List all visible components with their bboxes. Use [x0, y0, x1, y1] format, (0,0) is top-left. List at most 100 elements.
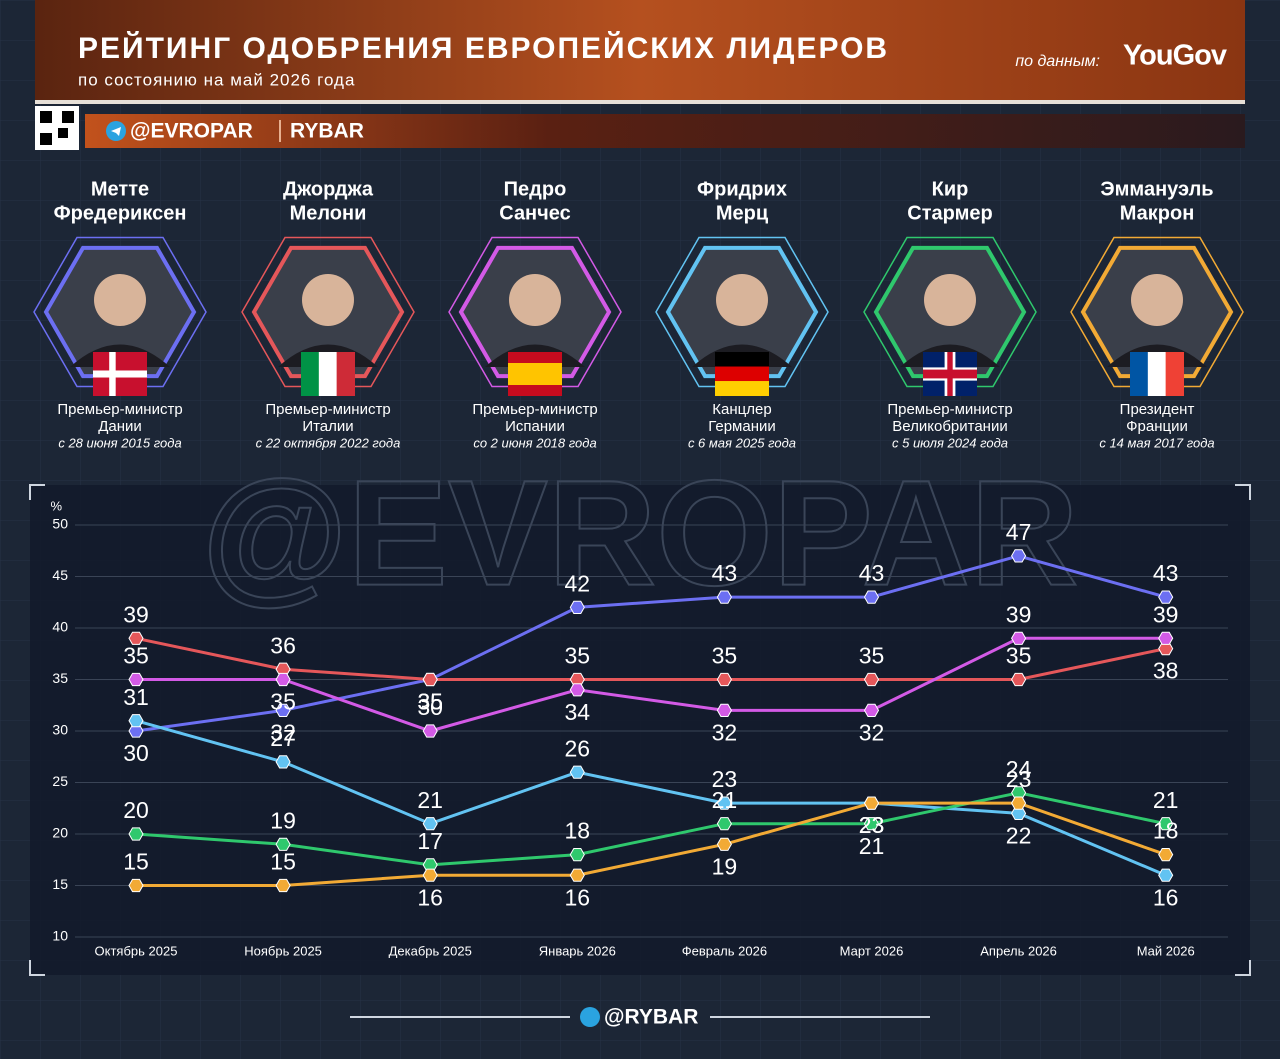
data-label: 43 — [712, 560, 738, 586]
leader-role: Великобритании — [892, 418, 1007, 435]
data-label: 32 — [270, 719, 296, 745]
leader-role: Италии — [302, 418, 353, 435]
data-label: 43 — [859, 560, 885, 586]
data-point — [716, 590, 732, 604]
leader-name: Санчес — [499, 202, 570, 224]
data-point — [275, 703, 291, 717]
data-label: 39 — [1153, 601, 1179, 627]
data-point — [128, 631, 144, 645]
x-tick-label: Октябрь 2025 — [95, 943, 178, 958]
data-label: 19 — [712, 853, 738, 879]
data-label: 21 — [417, 787, 443, 813]
leader-name: Джорджа — [283, 178, 374, 200]
leader-role: Премьер-министр — [265, 401, 390, 418]
data-label: 35 — [417, 689, 443, 715]
data-label: 22 — [1006, 822, 1032, 848]
data-label: 17 — [417, 828, 443, 854]
y-axis-label: % — [50, 498, 62, 513]
data-point — [275, 878, 291, 893]
data-point — [863, 796, 880, 810]
y-tick-label: 40 — [52, 619, 68, 635]
header-band — [35, 0, 1245, 100]
qr-code — [40, 111, 52, 123]
leader-since: с 28 июня 2015 года — [58, 435, 181, 450]
portrait-face — [924, 274, 976, 326]
y-tick-label: 25 — [52, 773, 68, 789]
data-point — [716, 703, 732, 717]
data-label: 31 — [123, 684, 149, 710]
data-label: 27 — [270, 725, 296, 751]
data-point — [422, 817, 438, 831]
data-label: 34 — [565, 699, 591, 725]
subtitle: по состоянию на май 2026 года — [78, 70, 355, 89]
portrait-face — [302, 274, 354, 326]
leader-name: Педро — [504, 178, 567, 200]
y-tick-label: 50 — [52, 516, 68, 532]
portrait-frame — [655, 236, 829, 388]
channel-band — [85, 114, 1245, 148]
data-point — [716, 672, 732, 687]
leader-role: Премьер-министр — [472, 401, 597, 418]
data-label: 35 — [859, 643, 885, 669]
flag — [336, 352, 355, 396]
y-tick-label: 30 — [52, 722, 68, 738]
data-label: 36 — [270, 632, 296, 658]
data-label: 35 — [123, 643, 149, 669]
data-label: 23 — [1006, 766, 1032, 792]
data-label: 16 — [1153, 884, 1179, 910]
leader-since: со 2 июня 2018 года — [473, 435, 596, 450]
x-tick-label: Февраль 2026 — [682, 943, 767, 958]
data-label: 32 — [859, 719, 885, 745]
portrait-frame — [33, 236, 207, 388]
data-label: 43 — [1153, 560, 1179, 586]
data-point — [569, 683, 585, 697]
data-point — [863, 590, 880, 604]
data-label: 16 — [417, 884, 443, 910]
portrait-frame — [448, 236, 622, 388]
footer: @RYBAR — [604, 1006, 698, 1029]
data-point — [1158, 848, 1174, 862]
flag — [318, 352, 338, 396]
series-line — [136, 801, 1167, 887]
data-point — [1158, 590, 1174, 604]
x-tick-label: Апрель 2026 — [980, 943, 1057, 958]
series-line — [135, 636, 1167, 681]
flag — [715, 366, 769, 382]
data-label: 23 — [712, 766, 738, 792]
source: YouGov — [1123, 40, 1227, 72]
y-tick-label: 10 — [52, 928, 68, 944]
leader-role: Дании — [98, 418, 142, 435]
source-prefix: по данным: — [1015, 53, 1100, 70]
x-tick-label: Май 2026 — [1137, 943, 1195, 958]
leader-name: Мерц — [716, 202, 769, 224]
data-label: 30 — [123, 740, 149, 766]
data-label: 35 — [565, 643, 591, 669]
data-label: 24 — [1006, 756, 1032, 782]
data-point — [275, 755, 291, 769]
data-point — [422, 724, 438, 738]
portrait-face — [716, 274, 768, 326]
data-point — [569, 765, 585, 779]
flag — [1130, 352, 1149, 396]
data-point — [1158, 631, 1174, 645]
series-line — [136, 636, 1166, 733]
data-label: 19 — [270, 807, 296, 833]
data-point — [569, 868, 585, 882]
leader-role: Канцлер — [712, 401, 771, 418]
leader-role: Премьер-министр — [887, 401, 1012, 418]
data-label: 38 — [1153, 658, 1179, 684]
flag — [1165, 352, 1184, 396]
data-label: 32 — [712, 719, 738, 745]
data-label: 39 — [1006, 601, 1032, 627]
data-point — [569, 600, 585, 614]
flag — [1147, 352, 1167, 396]
data-point — [128, 878, 144, 893]
telegram-icon — [580, 1007, 600, 1027]
portrait-face — [94, 274, 146, 326]
portrait-frame — [863, 236, 1037, 388]
leader-name: Метте — [91, 178, 149, 200]
data-label: 15 — [270, 849, 296, 875]
data-point — [863, 703, 880, 717]
